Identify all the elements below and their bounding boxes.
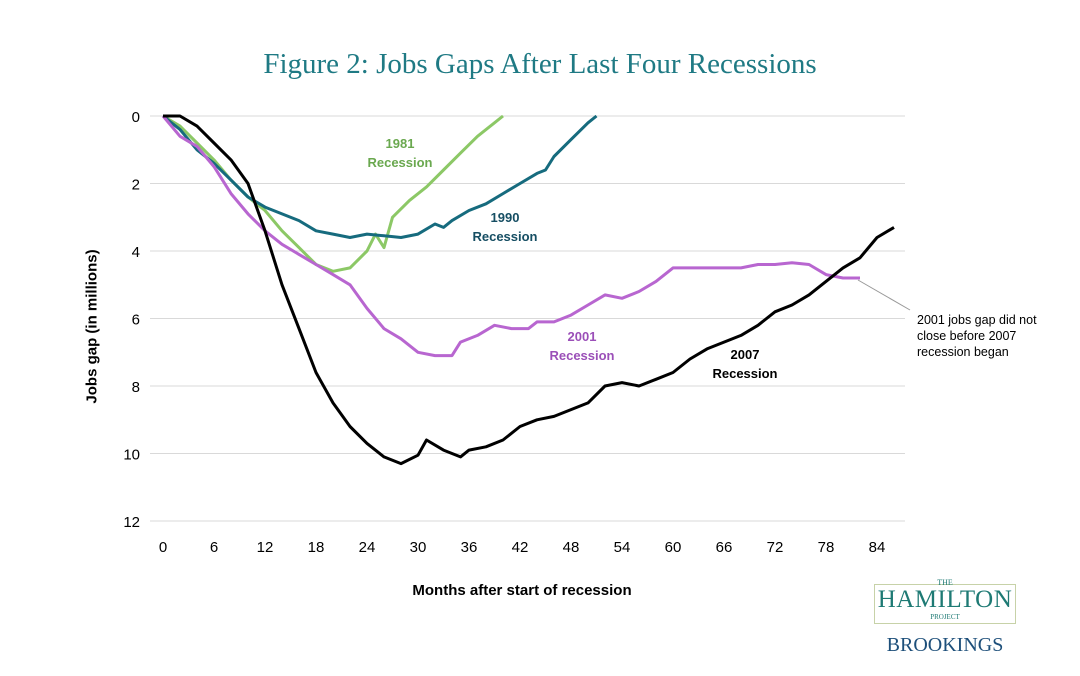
label-1990: 1990 Recession (465, 208, 545, 246)
logo-hamilton: HAMILTON (877, 586, 1013, 613)
x-tick-label: 48 (563, 539, 580, 556)
hamilton-project-logo: THE HAMILTON PROJECT (874, 578, 1016, 624)
label-2001-text: Recession (549, 348, 615, 363)
series-line-2001 (161, 115, 860, 358)
label-2007: 2007 Recession (705, 345, 785, 383)
label-1990-year: 1990 (490, 210, 520, 225)
x-tick-label: 30 (410, 539, 427, 556)
y-tick-label: 12 (123, 514, 140, 531)
x-tick-label: 36 (461, 539, 478, 556)
label-2007-text: Recession (712, 366, 778, 381)
x-tick-label: 78 (818, 539, 835, 556)
y-tick-label: 10 (123, 447, 140, 464)
annotation-leader-line (857, 279, 911, 311)
logo-the: THE (937, 578, 953, 587)
x-tick-label: 6 (210, 539, 218, 556)
hamilton-brookings-logo: THE HAMILTON PROJECT BROOKINGS (870, 578, 1020, 657)
logo-project: PROJECT (930, 613, 960, 621)
brookings-logo: BROOKINGS (886, 634, 1004, 656)
x-tick-label: 42 (512, 539, 529, 556)
chart-title: Figure 2: Jobs Gaps After Last Four Rece… (263, 48, 817, 80)
label-1981: 1981 Recession (360, 134, 440, 172)
y-axis-label: Jobs gap (in millions) (83, 249, 101, 404)
x-tick-label: 18 (308, 539, 325, 556)
x-tick-label: 60 (665, 539, 682, 556)
label-1981-year: 1981 (385, 136, 415, 151)
label-1990-text: Recession (472, 229, 538, 244)
x-tick-label: 54 (614, 539, 631, 556)
x-tick-label: 72 (767, 539, 784, 556)
x-tick-label: 12 (257, 539, 274, 556)
series-line-2007 (163, 114, 895, 466)
series-line-1981 (162, 114, 504, 273)
annotation-text: 2001 jobs gap did not close before 2007 … (917, 313, 1037, 359)
y-tick-label: 6 (132, 312, 140, 329)
x-tick-label: 0 (159, 539, 167, 556)
series-line-1990 (162, 114, 598, 239)
y-tick-label: 8 (132, 379, 140, 396)
y-tick-label: 4 (132, 244, 140, 261)
label-1981-text: Recession (367, 155, 433, 170)
x-tick-label: 24 (359, 539, 376, 556)
x-tick-label: 84 (869, 539, 886, 556)
label-2001: 2001 Recession (542, 327, 622, 365)
label-2007-year: 2007 (730, 347, 760, 362)
x-tick-label: 66 (716, 539, 733, 556)
y-tick-label: 0 (132, 109, 140, 126)
x-axis-label: Months after start of recession (412, 582, 632, 599)
label-2001-year: 2001 (567, 329, 597, 344)
y-tick-label: 2 (132, 177, 140, 194)
